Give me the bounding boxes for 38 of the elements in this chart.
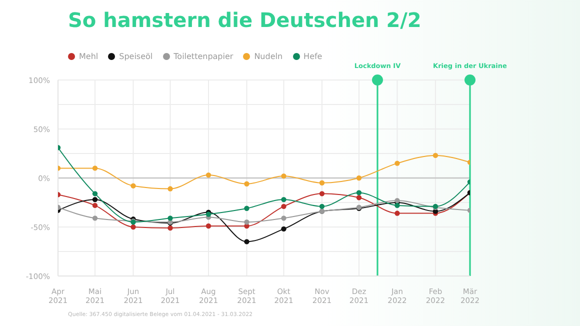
point bbox=[394, 160, 400, 166]
point bbox=[168, 216, 173, 221]
point bbox=[281, 196, 286, 202]
point bbox=[244, 181, 250, 186]
point bbox=[319, 191, 325, 196]
point bbox=[244, 220, 250, 225]
line-series bbox=[58, 152, 470, 192]
point bbox=[168, 225, 173, 231]
point bbox=[281, 216, 286, 221]
legend-label: Nudeln bbox=[253, 52, 283, 61]
point bbox=[206, 223, 212, 229]
legend-label: Hefe bbox=[302, 52, 322, 61]
chart-title: So hamstern die Deutschen 2/2 bbox=[68, 8, 422, 32]
point bbox=[206, 172, 212, 178]
point bbox=[92, 166, 98, 171]
point bbox=[394, 210, 400, 216]
point bbox=[394, 202, 400, 208]
legend-label: Toilettenpapier bbox=[172, 52, 234, 61]
point bbox=[356, 190, 362, 196]
point bbox=[356, 195, 362, 200]
point bbox=[92, 216, 98, 221]
point bbox=[319, 204, 325, 210]
point bbox=[92, 196, 98, 202]
point bbox=[281, 204, 286, 210]
point bbox=[244, 206, 250, 211]
point bbox=[281, 173, 286, 179]
point bbox=[319, 180, 325, 186]
point bbox=[130, 224, 136, 230]
point bbox=[281, 226, 286, 232]
point bbox=[356, 175, 362, 181]
point bbox=[92, 191, 98, 196]
legend-label: Speiseöl bbox=[118, 52, 153, 61]
point bbox=[432, 152, 438, 158]
point bbox=[244, 239, 250, 244]
point bbox=[168, 186, 173, 192]
legend-label: Mehl bbox=[78, 52, 98, 61]
point bbox=[130, 183, 136, 188]
point bbox=[92, 202, 98, 208]
